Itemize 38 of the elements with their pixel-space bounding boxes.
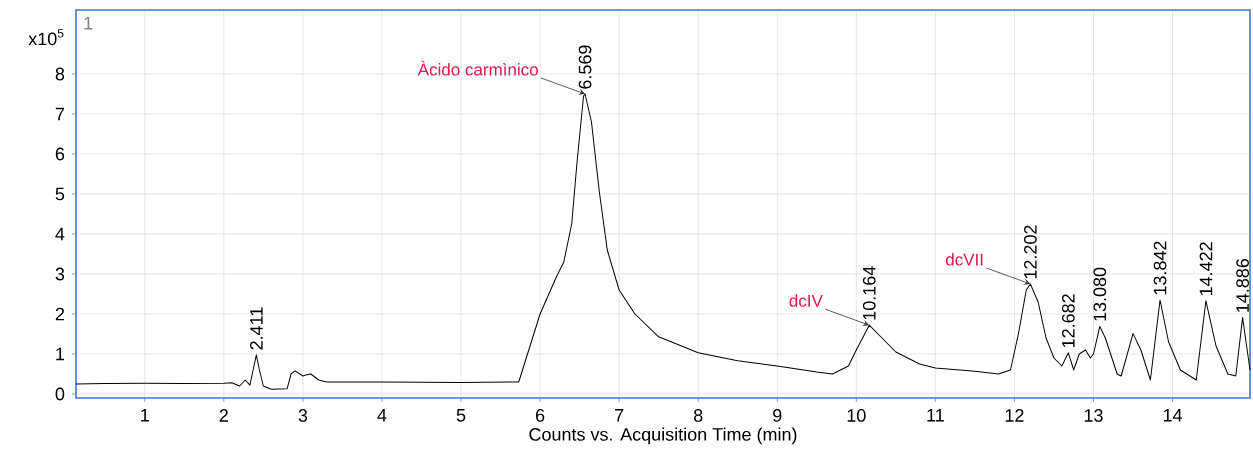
x-tick-label: 9 (773, 409, 782, 422)
x-tick-label: 8 (693, 409, 703, 422)
x-tick-label: 13 (1084, 409, 1103, 422)
x-tick-label: 6 (535, 409, 545, 422)
x-tick-label: 14 (1163, 409, 1183, 422)
annotation: 10.164 (862, 266, 876, 320)
y-tick-label: 5 (55, 187, 65, 201)
x-tick-label: 7 (615, 409, 624, 422)
y-tick-label: 8 (55, 67, 65, 81)
y-tick-label: 7 (55, 107, 65, 121)
y-tick-label: 0 (55, 387, 65, 401)
x-tick-label: 5 (456, 409, 466, 422)
x-tick-label: 3 (298, 409, 308, 422)
annotation: 13.080 (1093, 267, 1107, 321)
x-tick-label: 1 (141, 409, 149, 422)
x-tick-label: 12 (1005, 409, 1024, 422)
x-axis-title: Counts vs. Acquisition Time (min) (529, 427, 797, 445)
annotation: Àcido carmìnico (417, 60, 538, 76)
y-axis-title: x10$^{5}$ (28, 29, 64, 46)
annotation: 14.886 (1236, 258, 1249, 312)
x-tick-label: 4 (377, 409, 387, 422)
annotation: 13.842 (1153, 241, 1167, 295)
x-tick-label: 11 (927, 409, 944, 422)
annotation: dcVII (945, 253, 983, 266)
y-tick-label: 1 (56, 347, 65, 361)
annotation: dcIV (789, 294, 823, 307)
y-tick-label: 3 (55, 267, 65, 281)
annotation: 6.569 (578, 45, 592, 89)
y-tick-label: 4 (55, 227, 65, 241)
x-tick-label: 2 (219, 409, 228, 422)
annotation: 14.422 (1199, 242, 1213, 296)
y-tick-label: 2 (55, 307, 65, 321)
y-tick-label: 6 (55, 147, 65, 161)
annotation: 12.202 (1024, 225, 1037, 279)
annotation: 1 (84, 17, 93, 30)
x-tick-label: 10 (847, 409, 866, 422)
annotation: 12.682 (1061, 294, 1075, 348)
annotation: 2.411 (250, 307, 263, 350)
